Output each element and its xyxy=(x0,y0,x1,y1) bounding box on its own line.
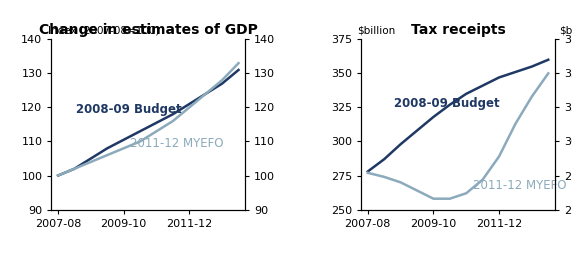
Text: $billion: $billion xyxy=(358,26,396,36)
Title: Tax receipts: Tax receipts xyxy=(411,23,506,37)
Text: $billion: $billion xyxy=(559,26,572,36)
Text: 2008-09 Budget: 2008-09 Budget xyxy=(394,97,500,110)
Title: Change in estimates of GDP: Change in estimates of GDP xyxy=(39,23,258,37)
Text: 2011-12 MYEFO: 2011-12 MYEFO xyxy=(473,179,566,192)
Text: Index (2007-08=100): Index (2007-08=100) xyxy=(47,26,159,36)
Text: 2011-12 MYEFO: 2011-12 MYEFO xyxy=(130,137,224,150)
Text: 2008-09 Budget: 2008-09 Budget xyxy=(76,103,182,116)
